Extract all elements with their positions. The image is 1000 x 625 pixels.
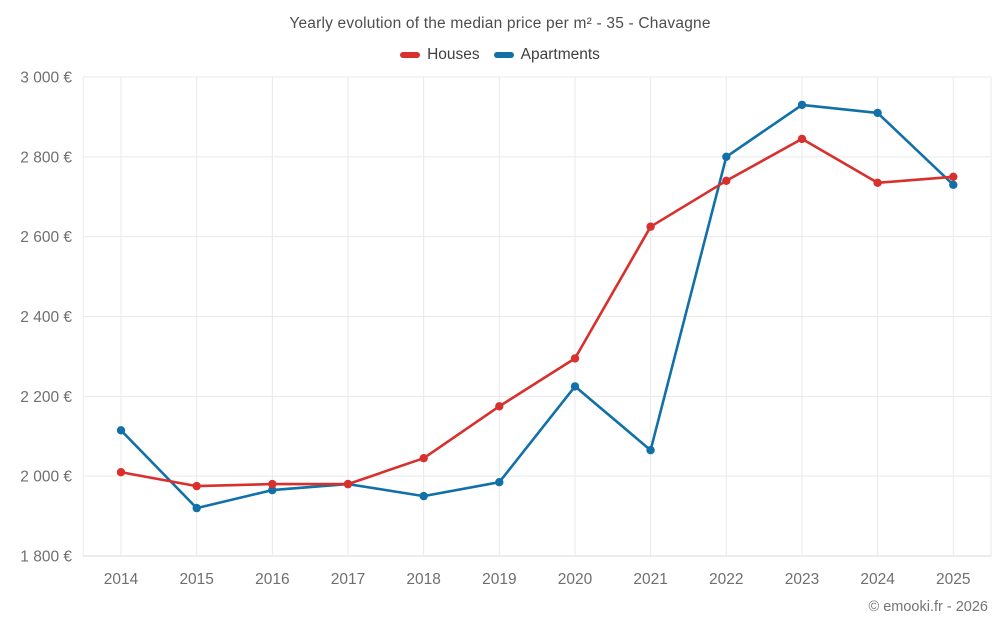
houses-point[interactable] [797,134,807,144]
houses-line [119,137,955,488]
x-tick-label: 2019 [482,571,516,588]
y-tick-label: 3 000 € [20,70,72,87]
apartments-point[interactable] [646,446,655,455]
houses-point[interactable] [343,479,353,489]
y-axis-labels: 1 800 € 2 000 € 2 200 € 2 400 € 2 600 € 2 800… [20,70,72,566]
y-tick-label: 2 000 € [20,469,72,486]
houses-series [116,134,958,491]
houses-point[interactable] [646,222,655,231]
houses-point[interactable] [116,468,126,477]
apartments-point[interactable] [949,180,958,189]
apartments-point[interactable] [722,152,731,161]
x-tick-label: 2022 [709,571,743,588]
copyright-credit: © emooki.fr - 2026 [868,599,988,615]
houses-point[interactable] [419,454,428,463]
apartments-point[interactable] [873,108,882,118]
gridlines [82,76,992,557]
chart-title: Yearly evolution of the median price per… [289,15,711,32]
apartments-point[interactable] [116,426,126,435]
x-tick-label: 2016 [255,571,289,588]
houses-legend-label: Houses [427,46,480,63]
houses-point[interactable] [192,481,201,491]
apartments-point[interactable] [192,503,201,513]
houses-point[interactable] [722,176,731,185]
houses-point[interactable] [268,479,277,489]
houses-point[interactable] [949,172,958,181]
apartments-point[interactable] [495,478,504,487]
x-tick-label: 2018 [406,571,440,588]
apartments-point[interactable] [570,382,580,391]
x-tick-label: 2025 [936,571,970,588]
y-tick-label: 1 800 € [20,549,72,566]
y-tick-label: 2 200 € [20,389,72,406]
apartments-point[interactable] [797,100,807,110]
houses-point[interactable] [873,178,882,187]
chart-legend: Houses Apartments [0,46,1000,64]
x-tick-label: 2014 [104,571,139,588]
x-tick-label: 2024 [860,571,895,588]
legend-item-apartments[interactable]: Apartments [493,46,600,64]
houses-point[interactable] [570,354,580,363]
houses-legend-swatch-icon [400,52,421,58]
y-tick-label: 2 600 € [20,229,72,246]
apartments-point[interactable] [419,491,428,501]
apartments-point[interactable] [268,485,277,495]
apartments-legend-label: Apartments [520,46,600,63]
x-tick-label: 2021 [633,571,667,588]
x-tick-label: 2015 [179,571,213,588]
x-tick-label: 2017 [331,571,365,588]
y-tick-label: 2 400 € [20,309,72,326]
x-tick-label: 2023 [785,571,819,588]
legend-item-houses[interactable]: Houses [400,46,480,64]
apartments-line [119,103,955,510]
houses-point[interactable] [495,402,504,411]
x-tick-label: 2020 [558,571,593,588]
x-axis-labels: 2014 2015 2016 2017 2018 2019 2020 2021 2022 2023… [104,571,971,588]
apartments-legend-swatch-icon [493,52,514,58]
y-tick-label: 2 800 € [20,149,72,166]
apartments-series [116,100,958,513]
